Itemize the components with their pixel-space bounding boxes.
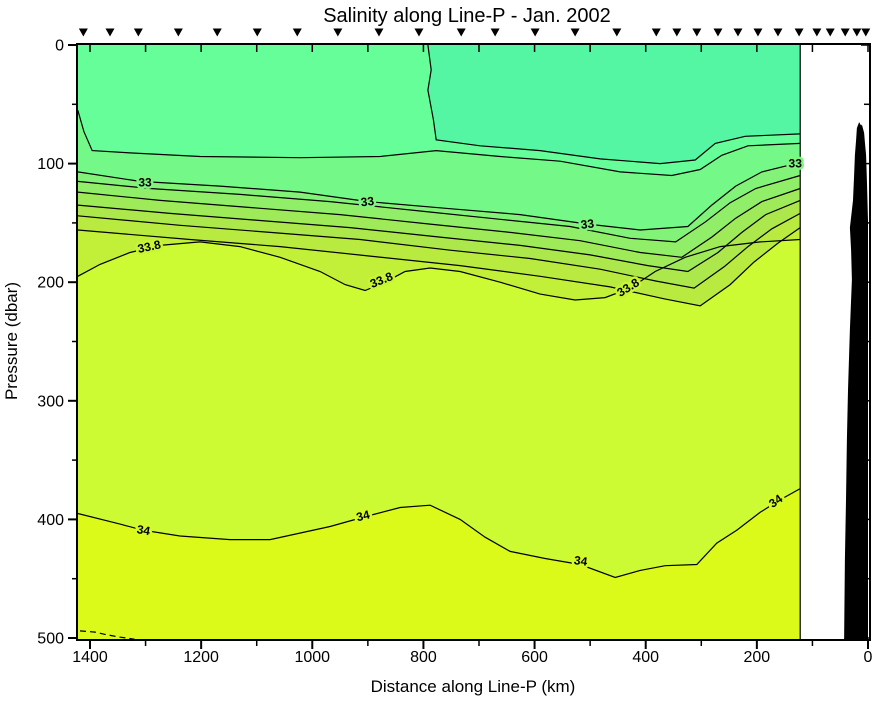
station-marker-triangle xyxy=(570,28,580,37)
contour-line-c6 xyxy=(77,212,801,289)
station-marker-triangle xyxy=(753,28,763,37)
station-marker-triangle xyxy=(794,28,804,37)
contour-label-33: 33 xyxy=(138,176,152,190)
station-marker-triangle xyxy=(414,28,424,37)
station-marker-triangle xyxy=(173,28,183,37)
station-marker-triangle xyxy=(692,28,702,37)
station-marker-triangle xyxy=(840,28,850,37)
station-marker-triangle xyxy=(651,28,661,37)
contour-label-34: 34 xyxy=(136,522,152,538)
station-marker-triangle xyxy=(105,28,115,37)
plot-title: Salinity along Line-P - Jan. 2002 xyxy=(323,5,611,27)
contour-line-c0 xyxy=(427,44,801,165)
bathymetry-shape xyxy=(844,122,868,641)
y-tick-label: 0 xyxy=(55,38,64,55)
x-tick-label: 0 xyxy=(864,649,873,666)
y-tick-label: 400 xyxy=(37,512,64,529)
station-marker-triangle xyxy=(773,28,783,37)
contour-label-33: 33 xyxy=(789,157,803,171)
station-marker-triangle xyxy=(252,28,262,37)
station-marker-triangle xyxy=(212,28,222,37)
station-marker-triangle xyxy=(612,28,622,37)
station-marker-triangle xyxy=(292,28,302,37)
contour-line-33.8 xyxy=(77,238,801,301)
contour-line-c4 xyxy=(77,187,801,258)
station-marker-triangle xyxy=(490,28,500,37)
station-marker-triangle xyxy=(812,28,822,37)
x-tick-label: 1200 xyxy=(183,649,219,666)
contour-lines xyxy=(77,44,801,640)
contour-label-33: 33 xyxy=(580,216,595,232)
bathymetry-silhouette xyxy=(844,122,868,641)
station-marker-triangle xyxy=(333,28,343,37)
y-axis-label: Pressure (dbar) xyxy=(2,282,21,400)
x-tick-label: 1400 xyxy=(72,649,108,666)
y-tick-label: 200 xyxy=(37,275,64,292)
x-tick-label: 200 xyxy=(744,649,771,666)
contour-line-c5 xyxy=(77,199,801,273)
band-above-c0 xyxy=(427,44,801,164)
contour-label-34: 34 xyxy=(573,553,588,569)
station-marker-triangle xyxy=(861,28,871,37)
station-marker-triangle xyxy=(825,28,835,37)
contour-line-33 xyxy=(77,161,801,231)
station-marker-triangle xyxy=(133,28,143,37)
x-tick-label: 400 xyxy=(632,649,659,666)
contour-line-c1 xyxy=(77,110,801,177)
station-marker-triangle xyxy=(733,28,743,37)
contour-label-33: 33 xyxy=(360,194,375,210)
station-markers xyxy=(78,28,871,37)
station-marker-triangle xyxy=(713,28,723,37)
station-marker-triangle xyxy=(78,28,88,37)
station-marker-triangle xyxy=(456,28,466,37)
x-axis-label: Distance along Line-P (km) xyxy=(371,677,576,696)
station-marker-triangle xyxy=(374,28,384,37)
contour-line-c342 xyxy=(79,630,135,640)
contour-line-c7 xyxy=(77,227,801,307)
contour-line-34 xyxy=(77,488,801,579)
x-tick-label: 600 xyxy=(521,649,548,666)
x-tick-label: 800 xyxy=(410,649,437,666)
x-tick-label: 1000 xyxy=(294,649,330,666)
y-tick-label: 500 xyxy=(37,631,64,648)
station-marker-triangle xyxy=(852,28,862,37)
contour-line-c3 xyxy=(77,174,801,243)
y-tick-label: 100 xyxy=(37,156,64,173)
station-marker-triangle xyxy=(672,28,682,37)
y-tick-label: 300 xyxy=(37,393,64,410)
contour-fill-bands xyxy=(77,44,801,639)
station-marker-triangle xyxy=(530,28,540,37)
